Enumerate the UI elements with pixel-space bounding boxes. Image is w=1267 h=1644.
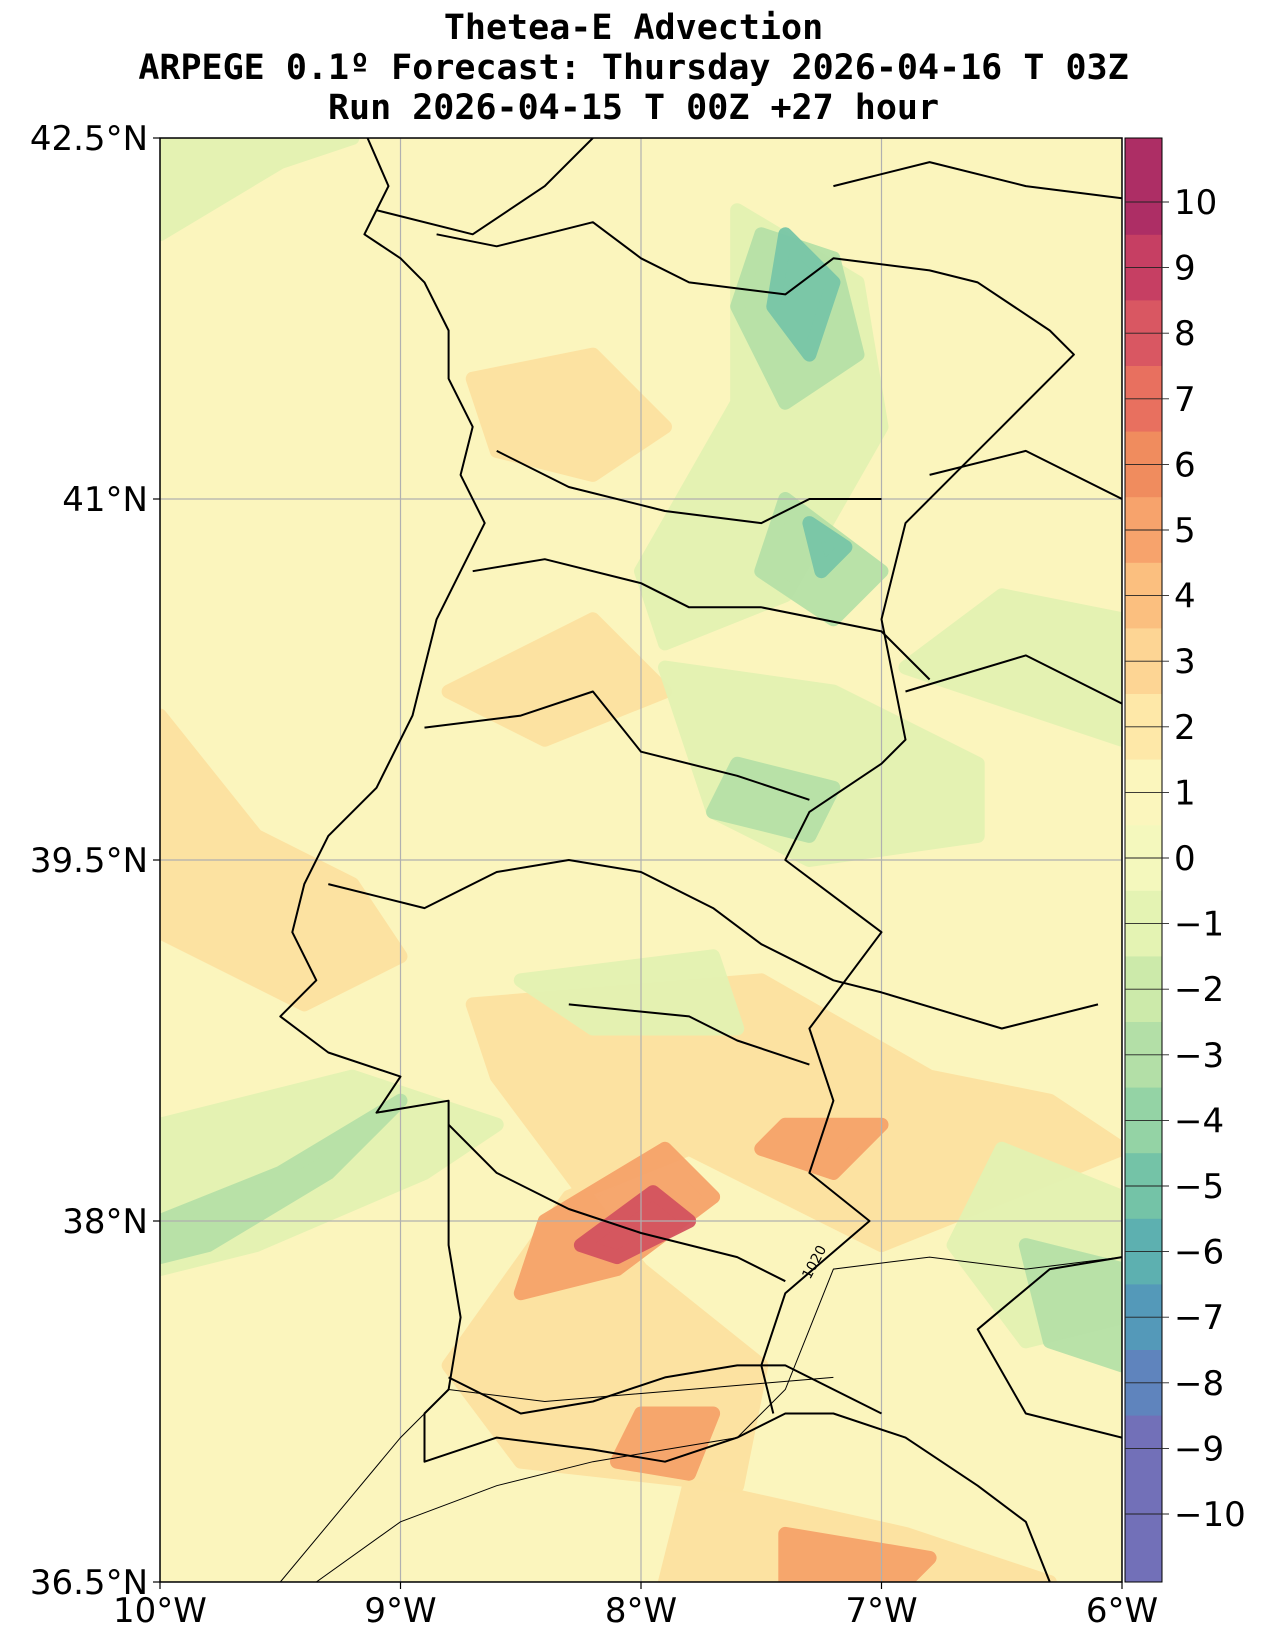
border-line xyxy=(976,1256,1122,1439)
graticule xyxy=(160,138,1122,1582)
border-line xyxy=(929,449,1122,500)
title-line-1: Thetea-E Advection xyxy=(443,8,824,48)
field-hot-2 xyxy=(754,1117,889,1180)
field-very-cold-1 xyxy=(802,516,853,579)
lat-tick-label: 39.5°N xyxy=(30,841,148,881)
lon-tick-label: 9°W xyxy=(364,1591,436,1631)
colorbar-tick-label: 8 xyxy=(1174,314,1196,354)
colorbar-band xyxy=(1125,138,1162,236)
coastline-and-borders xyxy=(279,138,1122,1582)
colorbar-tick-label: −9 xyxy=(1174,1429,1224,1469)
lon-tick-label: 7°W xyxy=(845,1591,917,1631)
border-line xyxy=(905,654,1122,705)
colorbar-tick-label: −4 xyxy=(1174,1101,1224,1141)
colorbar-tick-label: −8 xyxy=(1174,1364,1224,1404)
isobar-line xyxy=(316,1256,1122,1582)
colorbar-tick-label: 5 xyxy=(1174,511,1196,551)
colorbar-tick-label: −2 xyxy=(1174,970,1224,1010)
lon-tick-label: 10°W xyxy=(113,1591,207,1631)
field-cold-3 xyxy=(160,1093,408,1265)
colorbar-tick-label: −7 xyxy=(1174,1298,1224,1338)
colorbar-tick-label: −1 xyxy=(1174,905,1224,945)
field-cool-5 xyxy=(513,949,745,1036)
border-line xyxy=(472,558,931,681)
isobar-contours xyxy=(279,1256,1122,1582)
field-warm-2 xyxy=(441,612,672,747)
border-line xyxy=(448,1364,882,1415)
border-line xyxy=(424,690,810,801)
lon-tick-label: 8°W xyxy=(605,1591,677,1631)
field-cold-2 xyxy=(706,756,841,843)
border-line xyxy=(568,1003,810,1066)
lon-tick-label: 6°W xyxy=(1086,1591,1158,1631)
title-line-3: Run 2026-04-15 T 00Z +27 hour xyxy=(327,88,940,128)
colorbar-tick-label: 2 xyxy=(1174,708,1196,748)
title-line-2: ARPEGE 0.1º Forecast: Thursday 2026-04-1… xyxy=(138,48,1129,88)
field-warm-4 xyxy=(658,1478,1057,1582)
border-line xyxy=(496,450,882,525)
lat-tick-label: 38°N xyxy=(62,1202,148,1242)
coastline xyxy=(279,138,1051,1582)
lat-tick-label: 41°N xyxy=(62,480,148,520)
figure-title: Thetea-E Advection ARPEGE 0.1º Forecast:… xyxy=(0,8,1267,128)
field-warm-3 xyxy=(441,973,1122,1493)
colorbar-tick-label: 10 xyxy=(1174,183,1217,223)
field-cool-6 xyxy=(898,588,1122,747)
colorbar-tick-label: −5 xyxy=(1174,1167,1224,1207)
colorbar-tick-label: 4 xyxy=(1174,577,1196,617)
lat-tick-label: 42.5°N xyxy=(30,119,148,159)
colorbar-tick-label: 1 xyxy=(1174,773,1196,813)
colorbar-tick-label: −6 xyxy=(1174,1233,1224,1273)
field-warm-1 xyxy=(465,347,672,482)
colorbar-tick-label: −10 xyxy=(1174,1495,1246,1535)
border-line xyxy=(447,1123,786,1283)
colorbar-tick-label: 7 xyxy=(1174,380,1196,420)
colorbar-band xyxy=(1125,1415,1162,1583)
colorbar-tick-label: −3 xyxy=(1174,1036,1224,1076)
border-line xyxy=(833,161,1122,200)
field-very-cold-0 xyxy=(766,227,841,362)
colorbar-tick-label: 6 xyxy=(1174,445,1196,485)
isobar-line xyxy=(279,1376,834,1582)
colorbar-tick-label: 3 xyxy=(1174,642,1196,682)
border-line xyxy=(436,221,1075,1414)
lat-tick-label: 36.5°N xyxy=(30,1563,148,1603)
colorbar-tick-label: 9 xyxy=(1174,249,1196,289)
colorbar-tick-label: 0 xyxy=(1174,839,1196,879)
field-cool-0 xyxy=(160,138,360,242)
map-axes: 10°W 9°W 8°W 7°W 6°W 42.5°N 41°N 39.5°N 38°N 36.5… xyxy=(30,119,1158,1631)
colorbar-frame xyxy=(1124,137,1163,1583)
border-line xyxy=(376,138,594,236)
border-line xyxy=(328,859,1099,1030)
